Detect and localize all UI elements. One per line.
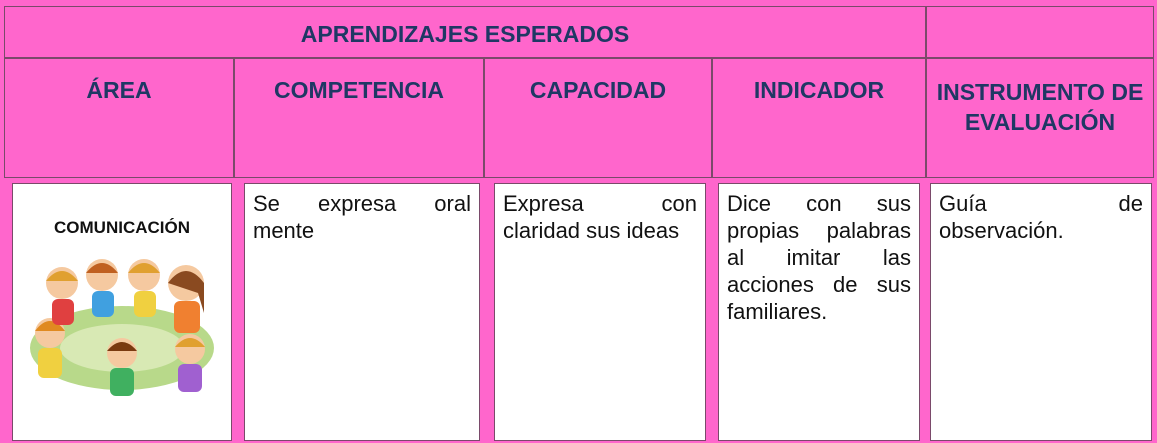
header-text: COMPETENCIA bbox=[274, 77, 444, 103]
header-text: ÁREA bbox=[86, 77, 152, 103]
illustration bbox=[30, 259, 214, 396]
indicator-cell: Dice con sus propias palabras al imitar … bbox=[718, 183, 920, 441]
header-cell: INSTRUMENTO DE EVALUACIÓN bbox=[926, 58, 1154, 178]
header-cell: INDICADOR bbox=[712, 58, 926, 178]
cell-text: Se expresa oral mente bbox=[253, 191, 471, 243]
title-cell: APRENDIZAJES ESPERADOS bbox=[4, 6, 926, 58]
header-text: CAPACIDAD bbox=[529, 77, 667, 103]
competence-cell: Se expresa oral mente bbox=[244, 183, 480, 441]
capacity-cell: Expresa con claridad sus ideas bbox=[494, 183, 706, 441]
header-text: INSTRUMENTO DE EVALUACIÓN bbox=[936, 79, 1144, 135]
cell-text: Guía de observación. bbox=[939, 191, 1143, 243]
area-cell: COMUNICACIÓN bbox=[12, 183, 232, 441]
empty-cell bbox=[926, 6, 1154, 58]
header-text: INDICADOR bbox=[753, 77, 885, 103]
header-cell: COMPETENCIA bbox=[234, 58, 484, 178]
cell-text: Expresa con claridad sus ideas bbox=[503, 191, 697, 243]
title: APRENDIZAJES ESPERADOS bbox=[300, 21, 630, 47]
header-cell: CAPACIDAD bbox=[484, 58, 712, 178]
cell-text: Dice con sus propias palabras al imitar … bbox=[727, 191, 911, 324]
header-cell: ÁREA bbox=[4, 58, 234, 178]
area-text: COMUNICACIÓN bbox=[54, 218, 190, 237]
instrument-cell: Guía de observación. bbox=[930, 183, 1152, 441]
